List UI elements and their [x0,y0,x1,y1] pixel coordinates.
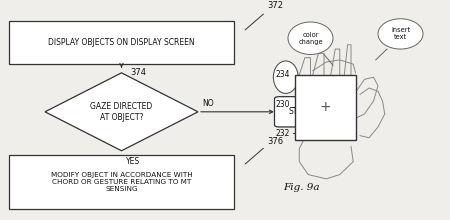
Text: GAZE DIRECTED
AT OBJECT?: GAZE DIRECTED AT OBJECT? [90,102,153,121]
FancyBboxPatch shape [9,21,234,64]
Polygon shape [45,73,198,151]
Ellipse shape [274,61,298,94]
Text: 376: 376 [268,137,284,146]
Text: DISPLAY OBJECTS ON DISPLAY SCREEN: DISPLAY OBJECTS ON DISPLAY SCREEN [48,38,195,47]
FancyBboxPatch shape [9,155,234,209]
Text: NO: NO [202,99,214,108]
FancyBboxPatch shape [274,97,338,127]
Text: 232: 232 [276,129,290,138]
Text: insert
text: insert text [391,28,410,40]
Text: 372: 372 [268,1,284,10]
Text: MODIFY OBJECT IN ACCORDANCE WITH
CHORD OR GESTURE RELATING TO MT
SENSING: MODIFY OBJECT IN ACCORDANCE WITH CHORD O… [51,172,193,192]
Text: STANDBY: STANDBY [288,107,324,116]
Text: 374: 374 [130,68,147,77]
FancyBboxPatch shape [295,75,356,140]
Text: YES: YES [126,157,140,166]
Text: +: + [320,101,331,114]
Ellipse shape [378,19,423,49]
Text: Fig. 9a: Fig. 9a [284,183,320,192]
Ellipse shape [288,22,333,55]
Text: 230: 230 [276,101,290,110]
Text: 234: 234 [276,70,290,79]
Text: color
change: color change [298,32,323,45]
